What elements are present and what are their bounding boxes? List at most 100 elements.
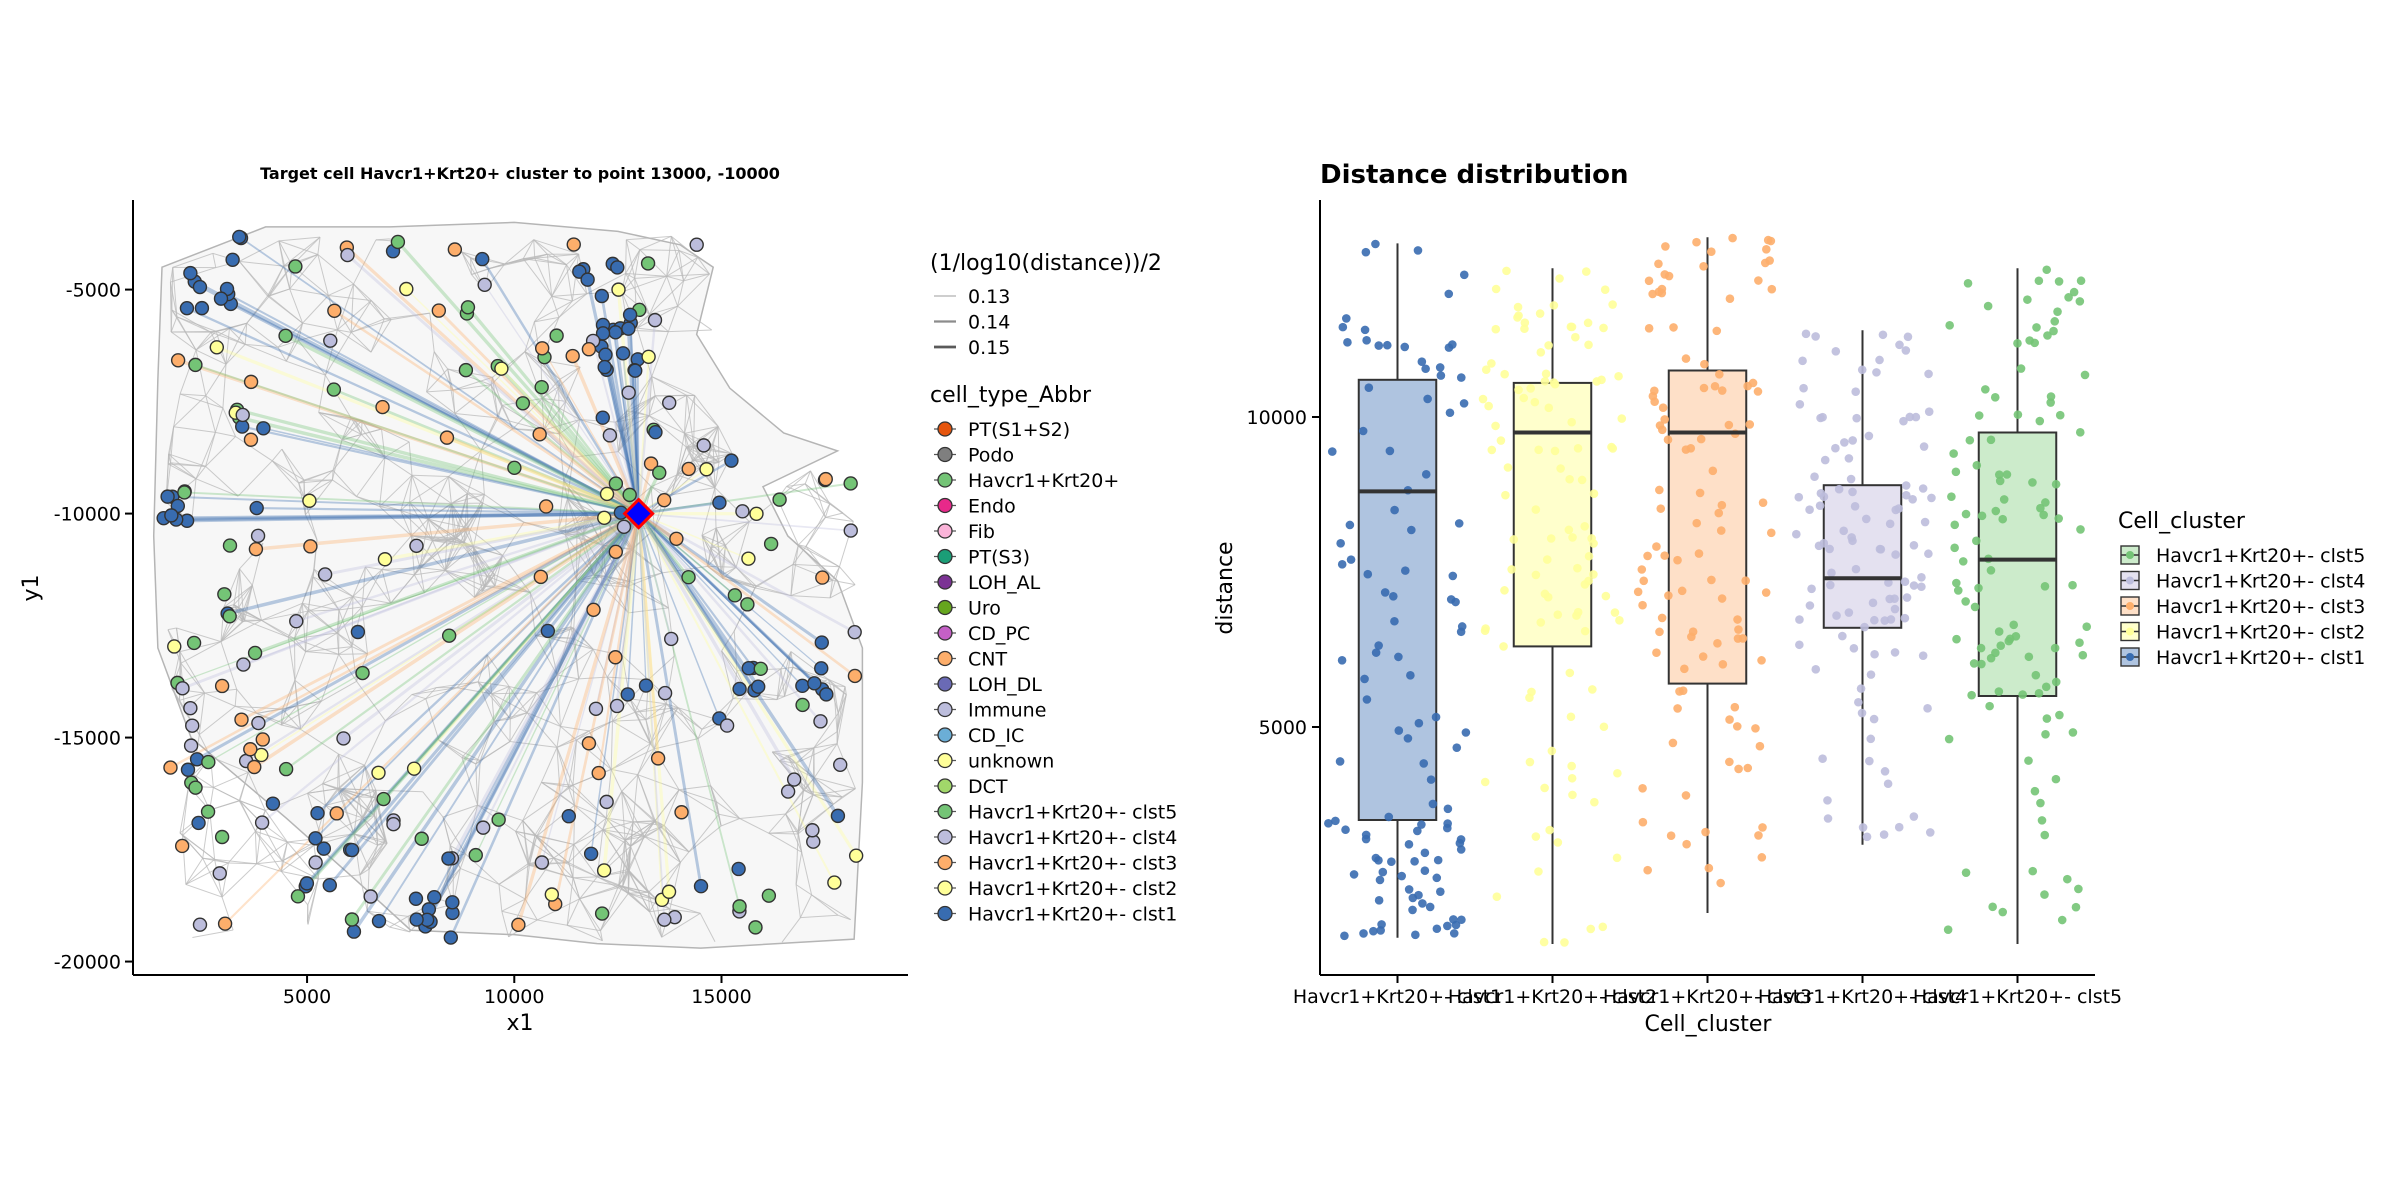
cell-point (534, 379, 549, 395)
cell-point (647, 312, 663, 328)
jitter-point (1755, 741, 1765, 751)
jitter-point (1601, 591, 1611, 601)
jitter-point (1716, 526, 1726, 535)
jitter-point (1900, 577, 1910, 586)
box-y-tick-label: 10000 (1247, 407, 1307, 429)
cell-point (213, 291, 229, 306)
cell-point (608, 325, 623, 340)
cell-point (399, 281, 414, 297)
cell-legend-swatch (937, 625, 953, 641)
cell-point (780, 784, 796, 799)
line-legend-label: 0.14 (968, 312, 1010, 334)
cell-point (160, 489, 175, 504)
jitter-point (1972, 461, 1982, 470)
cell-legend-swatch (937, 854, 953, 871)
cell-point (594, 906, 610, 921)
cell-point (534, 855, 550, 870)
jitter-point (1459, 399, 1469, 408)
jitter-point (1965, 435, 1975, 445)
cell-point (735, 504, 750, 519)
cluster-legend-title: Cell_cluster (2118, 509, 2246, 534)
jitter-point (1865, 756, 1874, 766)
jitter-point (1514, 385, 1523, 395)
jitter-point (1991, 506, 2001, 516)
jitter-point (1839, 526, 1848, 536)
jitter-point (1443, 819, 1452, 828)
jitter-point (1541, 369, 1551, 379)
jitter-point (2050, 317, 2060, 326)
jitter-point (1589, 539, 1598, 548)
jitter-point (1748, 378, 1758, 388)
jitter-point (1901, 346, 1911, 355)
jitter-point (1875, 355, 1884, 365)
cell-point (477, 277, 492, 292)
jitter-point (1542, 555, 1552, 564)
jitter-point (1600, 285, 1610, 294)
cell-point (565, 348, 580, 364)
jitter-point (1420, 866, 1430, 876)
jitter-point (1543, 592, 1553, 602)
cell-point (566, 237, 581, 252)
jitter-point (1810, 472, 1819, 482)
jitter-point (1580, 580, 1590, 589)
cell-point (302, 493, 317, 508)
cell-type-legend: cell_type_Abbr PT(S1+S2) Podo Havcr1+Krt20… (930, 383, 1177, 926)
cell-legend-swatch (937, 701, 953, 718)
jitter-point (1374, 641, 1383, 650)
cell-legend-label: PT(S3) (968, 547, 1030, 569)
box-jitter-points (1792, 329, 1936, 842)
jitter-point (1994, 470, 2004, 479)
jitter-point (1754, 276, 1763, 285)
jitter-point (1456, 627, 1466, 637)
jitter-point (1546, 534, 1556, 543)
cell-point (201, 754, 216, 770)
jitter-point (2051, 677, 2061, 687)
jitter-point (1573, 607, 1583, 617)
cell-point (235, 407, 250, 423)
cell-point (299, 876, 315, 891)
jitter-point (1969, 659, 1979, 668)
jitter-point (1410, 857, 1419, 866)
jitter-point (2080, 370, 2090, 380)
cell-point (602, 428, 618, 443)
cell-point (643, 456, 659, 471)
cell-point (250, 528, 266, 544)
jitter-point (1531, 505, 1541, 514)
cell-cluster-legend: Cell_cluster Havcr1+Krt20+- clst5 Havcr1+… (2118, 509, 2365, 669)
jitter-point (1728, 233, 1737, 243)
jitter-point (1617, 414, 1627, 423)
jitter-point (1509, 535, 1519, 544)
jitter-point (1580, 521, 1590, 531)
jitter-point (1909, 540, 1919, 550)
jitter-point (1501, 490, 1510, 500)
cell-point (598, 347, 613, 362)
jitter-point (1444, 289, 1454, 299)
jitter-point (2082, 622, 2092, 632)
cell-point (657, 912, 672, 927)
jitter-point (2054, 514, 2064, 523)
y-tick-label: -15000 (54, 728, 121, 750)
jitter-point (1496, 436, 1506, 445)
box-body (1822, 484, 1903, 629)
cell-point (288, 259, 303, 274)
jitter-point (1765, 256, 1774, 265)
cell-point (409, 538, 424, 553)
jitter-point (1342, 314, 1351, 323)
cell-point (712, 495, 727, 510)
cell-point (217, 916, 233, 931)
jitter-point (1816, 489, 1826, 498)
cell-point (608, 476, 624, 491)
jitter-point (1443, 804, 1453, 814)
jitter-point (1996, 641, 2006, 650)
cell-legend-swatch (937, 599, 953, 616)
jitter-point (1851, 387, 1861, 397)
cell-point (615, 346, 631, 361)
jitter-point (1763, 235, 1773, 245)
jitter-point (1644, 323, 1654, 333)
jitter-point (1767, 284, 1777, 294)
cell-point (234, 712, 249, 727)
box-group (1943, 265, 2092, 944)
box-jitter-points (1943, 265, 2092, 934)
jitter-point (2074, 884, 2083, 894)
jitter-point (1741, 576, 1750, 586)
